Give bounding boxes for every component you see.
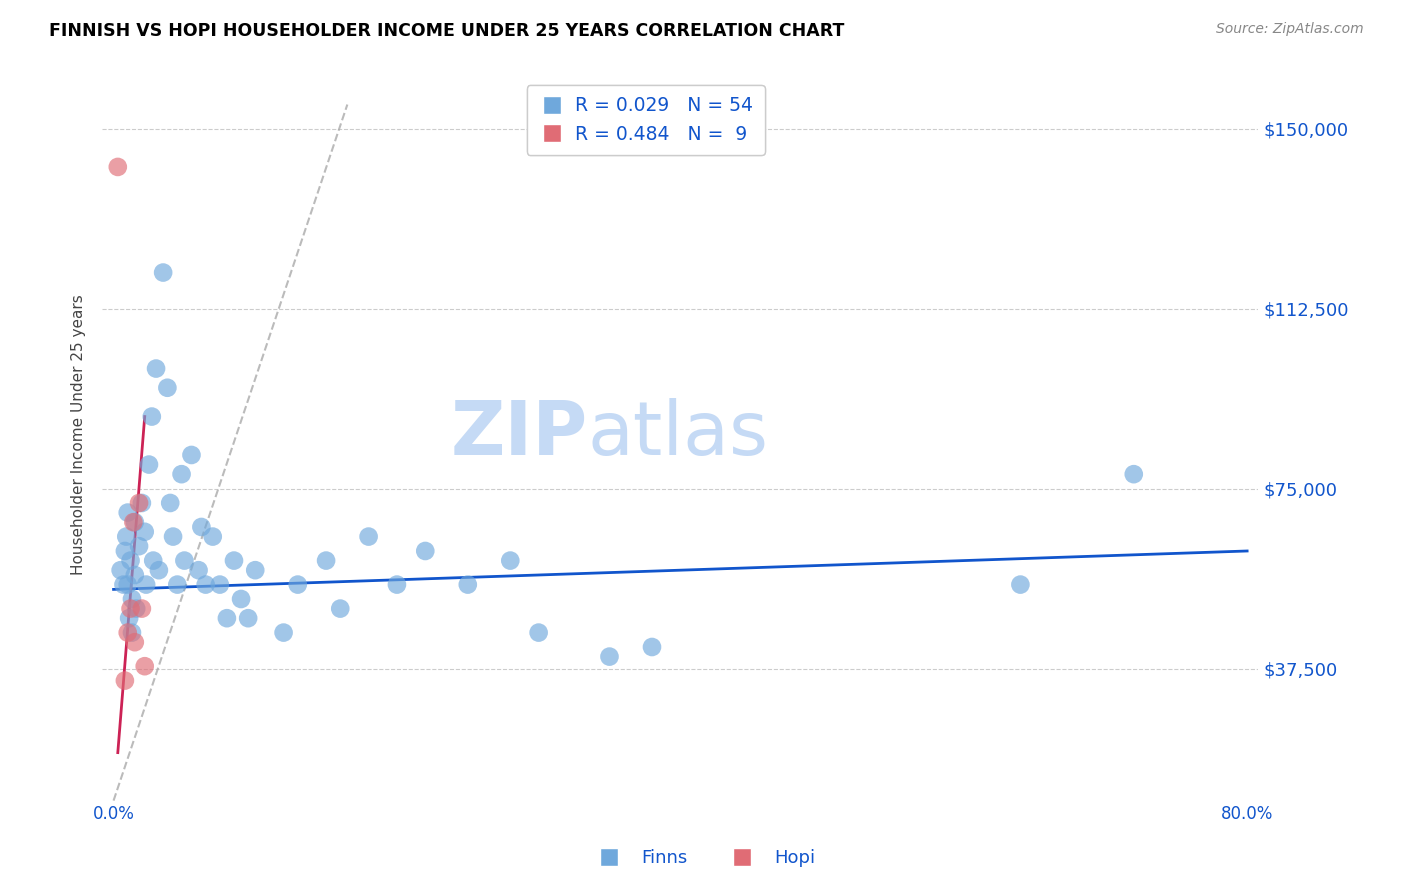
Point xyxy=(152,266,174,280)
Point xyxy=(131,601,153,615)
Text: Source: ZipAtlas.com: Source: ZipAtlas.com xyxy=(1216,22,1364,37)
Point xyxy=(598,649,620,664)
Point xyxy=(315,553,337,567)
Point xyxy=(180,448,202,462)
Point xyxy=(128,539,150,553)
Point xyxy=(194,577,217,591)
Point xyxy=(245,563,267,577)
Point xyxy=(413,544,436,558)
Point xyxy=(273,625,295,640)
Point xyxy=(107,160,129,174)
Point xyxy=(117,506,139,520)
Point xyxy=(124,568,146,582)
Point xyxy=(201,530,224,544)
Y-axis label: Householder Income Under 25 years: Householder Income Under 25 years xyxy=(72,294,86,575)
Point xyxy=(134,659,156,673)
Point xyxy=(120,601,142,615)
Point xyxy=(329,601,352,615)
Point xyxy=(641,640,664,654)
Point xyxy=(170,467,193,482)
Point xyxy=(118,611,141,625)
Point xyxy=(159,496,181,510)
Point xyxy=(138,458,160,472)
Point xyxy=(131,496,153,510)
Point xyxy=(141,409,163,424)
Point xyxy=(112,577,135,591)
Point xyxy=(134,524,156,539)
Point xyxy=(124,635,146,649)
Point xyxy=(1122,467,1144,482)
Point xyxy=(148,563,170,577)
Text: atlas: atlas xyxy=(588,398,769,471)
Point xyxy=(162,530,184,544)
Point xyxy=(457,577,479,591)
Point xyxy=(527,625,550,640)
Point xyxy=(114,544,136,558)
Text: FINNISH VS HOPI HOUSEHOLDER INCOME UNDER 25 YEARS CORRELATION CHART: FINNISH VS HOPI HOUSEHOLDER INCOME UNDER… xyxy=(49,22,845,40)
Point xyxy=(385,577,408,591)
Point xyxy=(287,577,309,591)
Point xyxy=(135,577,157,591)
Point xyxy=(229,592,252,607)
Point xyxy=(173,553,195,567)
Point xyxy=(156,381,179,395)
Point xyxy=(142,553,165,567)
Point xyxy=(120,553,142,567)
Point xyxy=(124,515,146,529)
Legend: R = 0.029   N = 54, R = 0.484   N =  9: R = 0.029 N = 54, R = 0.484 N = 9 xyxy=(527,86,765,155)
Point xyxy=(499,553,522,567)
Point xyxy=(122,515,145,529)
Point xyxy=(121,625,143,640)
Legend: Finns, Hopi: Finns, Hopi xyxy=(583,842,823,874)
Point xyxy=(222,553,245,567)
Point xyxy=(166,577,188,591)
Point xyxy=(238,611,260,625)
Text: ZIP: ZIP xyxy=(450,398,588,471)
Point xyxy=(187,563,209,577)
Point xyxy=(117,577,139,591)
Point xyxy=(145,361,167,376)
Point xyxy=(114,673,136,688)
Point xyxy=(357,530,380,544)
Point xyxy=(208,577,231,591)
Point xyxy=(121,592,143,607)
Point xyxy=(110,563,132,577)
Point xyxy=(125,601,148,615)
Point xyxy=(115,530,138,544)
Point xyxy=(1010,577,1032,591)
Point xyxy=(190,520,212,534)
Point xyxy=(128,496,150,510)
Point xyxy=(117,625,139,640)
Point xyxy=(215,611,238,625)
